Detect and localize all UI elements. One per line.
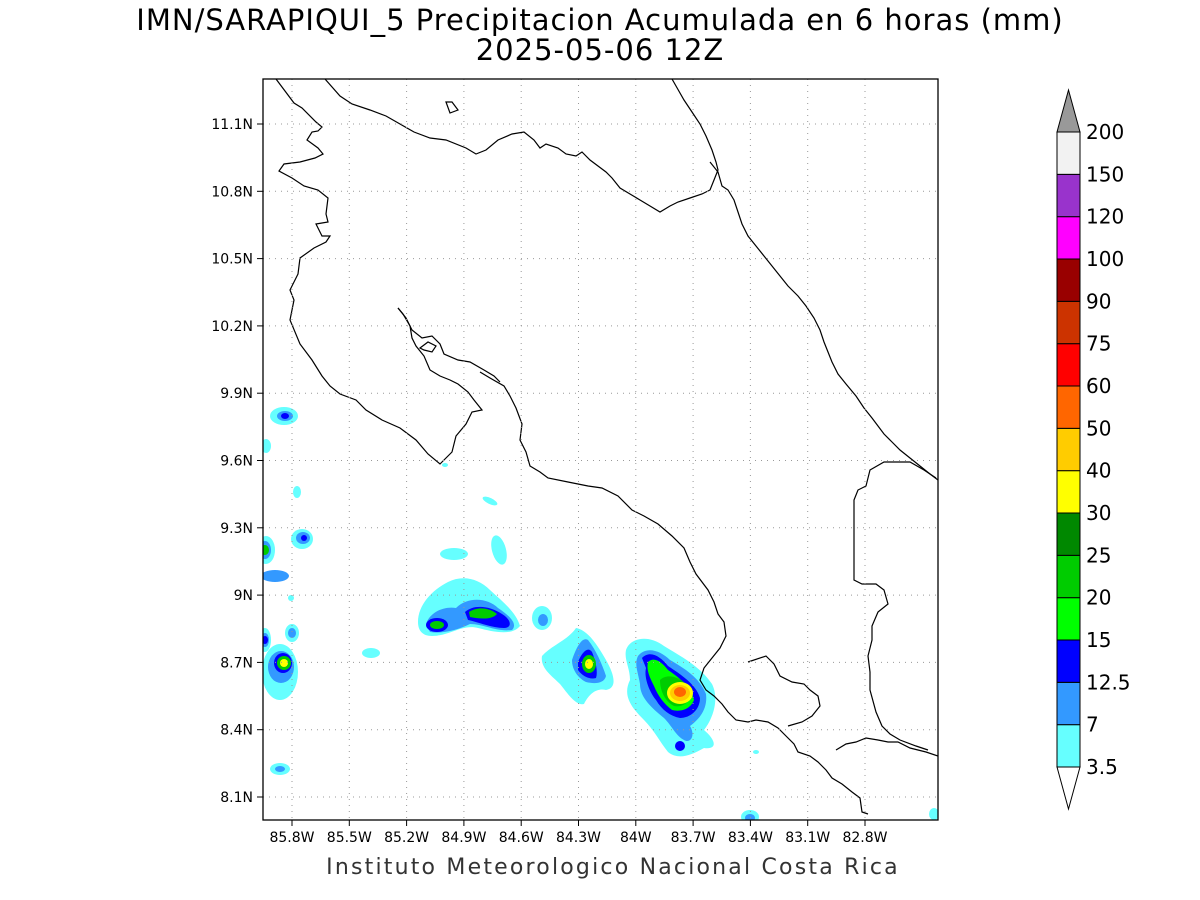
- lon-tick-label: 83.4W: [728, 830, 773, 846]
- colorbar-label: 120: [1086, 205, 1124, 229]
- lat-tick-label: 9N: [234, 588, 253, 604]
- rain-cluster-main: [625, 638, 716, 757]
- lon-tick-label: 84.9W: [441, 830, 486, 846]
- lat-tick-label: 10.2N: [211, 319, 253, 335]
- lat-tick-label: 9.3N: [220, 521, 253, 537]
- rain-cell: [440, 548, 468, 560]
- lon-tick-label: 85.2W: [384, 830, 429, 846]
- lon-tick-label: 84W: [620, 830, 652, 846]
- rain-cell: [291, 529, 313, 549]
- lat-tick-label: 10.5N: [211, 252, 253, 268]
- lon-tick-label: 84.6W: [499, 830, 544, 846]
- colorbar-box: [1056, 470, 1081, 514]
- rain-cell: [288, 595, 294, 601]
- rain-cell: [275, 766, 285, 772]
- colorbar-box: [1056, 724, 1081, 768]
- coastline: [275, 79, 938, 815]
- colorbar-label: 25: [1086, 543, 1111, 567]
- map-title: IMN/SARAPIQUI_5 Precipitacion Acumulada …: [136, 3, 1064, 37]
- map-background: [263, 79, 938, 820]
- rain-cell: [285, 624, 299, 642]
- colorbar-label: 15: [1086, 628, 1111, 652]
- precipitation-layer: [263, 407, 938, 820]
- rain-cell: [293, 486, 301, 498]
- map-subtitle: 2025-05-06 12Z: [475, 33, 725, 67]
- rain-cell: [263, 570, 289, 582]
- colorbar-label: 60: [1086, 374, 1111, 398]
- rain-cell: [538, 614, 548, 626]
- colorbar-label: 200: [1086, 120, 1124, 144]
- rain-cell: [263, 536, 275, 564]
- rain-cell: [362, 648, 380, 658]
- rain-cell: [482, 496, 498, 506]
- rain-cell: [270, 407, 298, 425]
- lon-tick-label: 82.8W: [842, 830, 887, 846]
- colorbar-label: 7: [1086, 713, 1099, 737]
- colorbar-box: [1056, 258, 1081, 302]
- colorbar-label: 50: [1086, 416, 1111, 440]
- colorbar-box: [1056, 427, 1081, 472]
- rain-cluster-north-central: [418, 578, 520, 636]
- colorbar-label: 40: [1086, 459, 1111, 483]
- lon-tick-label: 84.3W: [556, 830, 601, 846]
- lat-tick-label: 9.6N: [220, 454, 253, 470]
- colorbar-lower-arrow: [1056, 766, 1081, 811]
- map-frame: [262, 78, 939, 821]
- lon-tick-label: 83.1W: [785, 830, 830, 846]
- rain-cell: [491, 535, 507, 565]
- colorbar-box: [1056, 131, 1081, 175]
- lon-axis: 85.8W 85.5W 85.2W 84.9W 84.6W 84.3W 84W 83.7W 83…: [269, 820, 888, 846]
- colorbar-label: 30: [1086, 501, 1111, 525]
- lat-tick-label: 8.1N: [220, 790, 253, 806]
- colorbar-box: [1056, 385, 1081, 429]
- colorbar-box: [1056, 681, 1081, 726]
- rain-cell: [929, 808, 938, 820]
- lat-tick-label: 8.7N: [220, 655, 253, 671]
- rain-cell: [263, 644, 298, 700]
- lat-tick-label: 11.1N: [211, 117, 253, 133]
- colorbar-box: [1056, 343, 1081, 387]
- lon-tick-label: 83.7W: [671, 830, 716, 846]
- colorbar-box: [1056, 216, 1081, 260]
- lon-tick-label: 85.8W: [269, 830, 314, 846]
- colorbar-label: 12.5: [1086, 670, 1131, 694]
- colorbar-box: [1056, 597, 1081, 641]
- colorbar-label: 3.5: [1086, 755, 1118, 779]
- lon-tick-label: 85.5W: [327, 830, 372, 846]
- footer-credit: Instituto Meteorologico Nacional Costa R…: [326, 855, 900, 880]
- colorbar-label: 150: [1086, 162, 1124, 186]
- rain-cell: [263, 439, 271, 453]
- lat-tick-label: 8.4N: [220, 723, 253, 739]
- colorbar-label: 100: [1086, 247, 1124, 271]
- colorbar-label: 20: [1086, 586, 1111, 610]
- rain-cell: [442, 463, 448, 467]
- colorbar-upper-arrow: [1056, 88, 1081, 133]
- colorbar-box: [1056, 554, 1081, 599]
- rain-cell: [263, 628, 271, 652]
- lat-tick-label: 9.9N: [220, 386, 253, 402]
- lat-axis: 11.1N 10.8N 10.5N 10.2N 9.9N 9.6N 9.3N 9N 8.7N 8.…: [211, 117, 263, 806]
- colorbar-box: [1056, 512, 1081, 556]
- colorbar-label: 90: [1086, 289, 1111, 313]
- colorbar-box: [1056, 173, 1081, 218]
- lat-tick-label: 10.8N: [211, 184, 253, 200]
- colorbar-box: [1056, 300, 1081, 345]
- colorbar-box: [1056, 639, 1081, 683]
- rain-cell: [753, 750, 759, 754]
- colorbar-label: 75: [1086, 332, 1111, 356]
- rain-cluster-central: [541, 628, 614, 705]
